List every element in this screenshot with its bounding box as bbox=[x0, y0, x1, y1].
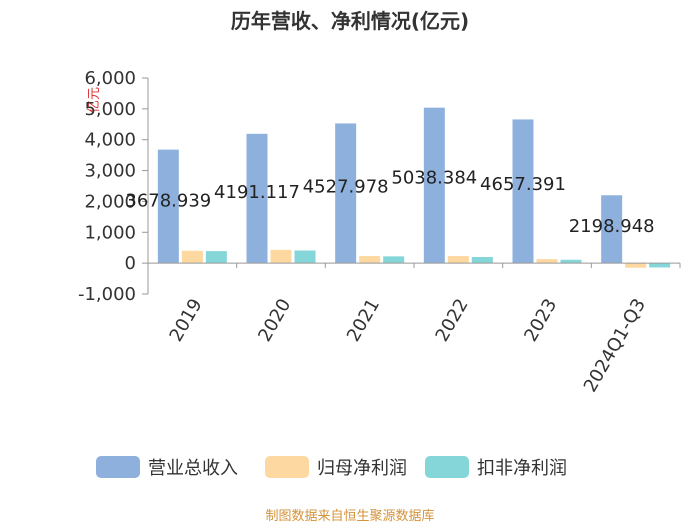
x-tick-label: 2020 bbox=[254, 295, 295, 345]
legend[interactable]: 营业总收入 归母净利润 扣非净利润 bbox=[96, 456, 567, 479]
legend-item[interactable]: 营业总收入 bbox=[96, 456, 238, 479]
legend-item[interactable]: 归母净利润 bbox=[265, 456, 407, 479]
legend-item[interactable]: 扣非净利润 bbox=[425, 456, 567, 479]
y-axis: 6,000 5,000 4,000 3,000 2,000 1,000 0 -1,000 bbox=[78, 68, 149, 305]
y-tick-label: -1,000 bbox=[78, 284, 136, 305]
bar-data-label: 4191.117 bbox=[214, 182, 300, 203]
legend-label: 归母净利润 bbox=[317, 458, 407, 479]
bar-deducted-net-profit bbox=[294, 250, 316, 264]
bar-deducted-net-profit bbox=[649, 263, 671, 268]
bar-revenue bbox=[512, 119, 534, 264]
bar-deducted-net-profit bbox=[205, 251, 227, 264]
y-tick-label: 4,000 bbox=[84, 130, 136, 151]
bar-revenue bbox=[246, 133, 268, 264]
x-tick-label: 2023 bbox=[520, 295, 561, 345]
bar-data-label: 3678.939 bbox=[125, 191, 211, 212]
legend-swatch bbox=[265, 456, 309, 478]
legend-label: 扣非净利润 bbox=[477, 458, 567, 479]
bar-deducted-net-profit bbox=[560, 259, 582, 264]
bar-revenue bbox=[423, 107, 445, 264]
x-tick-label: 2024Q1-Q3 bbox=[580, 295, 650, 396]
data-labels: 3678.939 4191.117 4527.978 5038.384 4657.391… bbox=[125, 168, 654, 237]
bar-data-label: 5038.384 bbox=[391, 168, 477, 189]
bar-deducted-net-profit bbox=[383, 256, 405, 264]
bar-net-profit bbox=[447, 256, 469, 264]
bar-net-profit bbox=[181, 250, 203, 264]
x-tick-label: 2022 bbox=[432, 295, 473, 345]
chart-title: 历年营收、净利情况(亿元) bbox=[231, 9, 469, 33]
legend-swatch bbox=[425, 456, 469, 478]
bar-revenue bbox=[601, 195, 623, 264]
bar-revenue bbox=[157, 149, 179, 264]
y-tick-label: 2,000 bbox=[84, 191, 136, 212]
bar-net-profit bbox=[536, 259, 558, 264]
source-note: 制图数据来自恒生聚源数据库 bbox=[265, 508, 434, 524]
y-tick-label: 0 bbox=[125, 253, 136, 274]
x-tick-label: 2021 bbox=[343, 295, 384, 345]
bar-deducted-net-profit bbox=[471, 256, 493, 264]
bar-data-label: 2198.948 bbox=[569, 216, 655, 237]
bar-net-profit bbox=[270, 249, 292, 264]
bar-net-profit bbox=[625, 263, 647, 268]
legend-swatch bbox=[96, 456, 140, 478]
y-tick-label: 1,000 bbox=[84, 222, 136, 243]
x-axis: 2019 2020 2021 2022 2023 2024Q1-Q3 bbox=[147, 262, 681, 396]
legend-label: 营业总收入 bbox=[148, 458, 238, 479]
x-tick-label: 2019 bbox=[166, 295, 207, 345]
bar-net-profit bbox=[359, 256, 381, 264]
bar-data-label: 4657.391 bbox=[480, 174, 566, 195]
bar-data-label: 4527.978 bbox=[303, 176, 389, 197]
y-tick-label: 6,000 bbox=[84, 68, 136, 89]
y-tick-label: 3,000 bbox=[84, 161, 136, 182]
unit-label: 亿元 bbox=[87, 87, 102, 113]
bar-revenue bbox=[335, 123, 357, 264]
y-tick-label: 5,000 bbox=[84, 99, 136, 120]
bars bbox=[157, 107, 671, 268]
